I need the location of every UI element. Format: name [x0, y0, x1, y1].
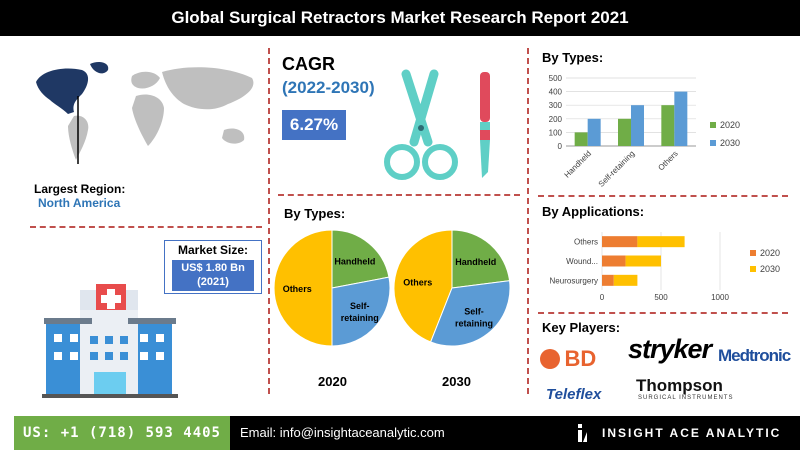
pie-label-2020-2: retaining	[341, 313, 379, 323]
legend-label-2020: 2020	[760, 248, 780, 258]
key-players-title: Key Players:	[542, 320, 621, 335]
pie-year-2020: 2020	[318, 374, 347, 389]
divider-left	[268, 48, 270, 394]
bar-2030-1	[625, 255, 661, 267]
hospital-icon	[42, 284, 178, 398]
footer-bar: Email: info@insightaceanalytic.com INSIG…	[230, 416, 800, 450]
legend-label-2030: 2030	[760, 264, 780, 274]
market-size-label: Market Size:	[178, 243, 249, 257]
x-tick-label: 0	[600, 293, 605, 302]
brand-logo-icon	[578, 424, 587, 442]
page-title: Global Surgical Retractors Market Resear…	[0, 0, 800, 36]
y-tick-label: Others	[574, 238, 598, 247]
divider-right-h1	[538, 195, 788, 197]
divider-mid-h	[278, 194, 520, 196]
bar-2030-2	[613, 274, 638, 286]
logo-teleflex: Teleflex	[546, 386, 602, 403]
pie-slice-2020-2	[331, 276, 391, 347]
bar-2020-1	[618, 118, 631, 146]
map-africa	[132, 94, 164, 146]
pie-label-2020-2: Self-	[350, 301, 370, 311]
bar-2030-0	[637, 236, 685, 248]
footer-brand: INSIGHT ACE ANALYTIC	[602, 426, 782, 440]
bar-2030-0	[587, 118, 601, 146]
footer-email[interactable]: Email: info@insightaceanalytic.com	[240, 425, 445, 440]
logo-stryker: stryker	[628, 334, 712, 364]
y-tick-label: 400	[549, 88, 563, 97]
y-tick-label: 500	[549, 74, 563, 83]
pie-label-2020-0: Others	[283, 284, 312, 294]
x-tick-label: Others	[656, 149, 679, 172]
cagr-value: 6.27%	[282, 110, 346, 140]
bd-icon	[540, 349, 560, 369]
logo-bd: BD	[540, 346, 596, 372]
world-map	[36, 62, 254, 164]
x-tick-label: 500	[654, 293, 668, 302]
pie-label-2020-1: Handheld	[334, 256, 375, 266]
y-tick-label: 300	[549, 101, 563, 110]
largest-region-label: Largest Region:	[34, 182, 126, 196]
legend-swatch-2020	[750, 250, 756, 256]
y-tick-label: 100	[549, 128, 563, 137]
map-europe	[131, 71, 160, 89]
map-australia	[222, 128, 245, 144]
y-tick-label: Neurosurgery	[550, 276, 598, 285]
pie-section-title: By Types:	[284, 206, 346, 221]
footer-phone: US: +1 (718) 593 4405	[14, 416, 230, 450]
map-greenland	[90, 62, 109, 74]
bar-2020-1	[602, 255, 626, 267]
divider-right	[527, 48, 529, 394]
pie-label-2030-2: Self-	[464, 306, 484, 316]
legend-swatch-2030	[750, 266, 756, 272]
bar-2020-0	[602, 236, 638, 248]
bar-2030-2	[674, 91, 688, 146]
legend-label-2020: 2020	[720, 120, 740, 130]
market-size-value-box: US$ 1.80 Bn (2021)	[172, 260, 254, 291]
pie-slice-2030-0	[393, 229, 453, 343]
bar-types-title: By Types:	[542, 50, 604, 65]
map-north-america	[36, 68, 89, 114]
pie-year-2030: 2030	[442, 374, 471, 389]
logo-thompson: Thompson	[636, 376, 723, 395]
largest-region-value: North America	[38, 196, 121, 210]
y-tick-label: Wound...	[566, 257, 598, 266]
pie-label-2030-2: retaining	[455, 318, 493, 328]
bar-apps-title: By Applications:	[542, 204, 645, 219]
bar-2020-2	[602, 274, 614, 286]
x-tick-label: Self-retaining	[597, 149, 637, 189]
cagr-period: (2022-2030)	[282, 78, 375, 97]
bar-chart-types: 0 100 200 300 400 500 Handheld Self-retaining Ot…	[549, 74, 740, 189]
bar-2030-1	[631, 105, 644, 146]
market-size-value: US$ 1.80 Bn	[181, 262, 245, 274]
surgical-instruments-icon	[384, 69, 490, 180]
bar-2020-2	[661, 105, 675, 146]
pie-label-2030-0: Others	[403, 277, 432, 287]
map-asia	[162, 67, 254, 110]
pie-slice-2030-1	[451, 229, 511, 289]
pie-slice-2020-1	[331, 229, 390, 289]
pie-slice-2020-0	[273, 229, 333, 347]
logo-thompson-tag: SURGICAL INSTRUMENTS	[638, 395, 734, 401]
x-tick-label: 1000	[711, 293, 729, 302]
logo-bd-text: BD	[564, 346, 597, 371]
pie-slice-2030-2	[429, 280, 511, 347]
legend-swatch-2020	[710, 122, 716, 128]
pie-label-2030-1: Handheld	[455, 257, 496, 267]
legend-swatch-2030	[710, 140, 716, 146]
logo-medtronic: Medtronic	[718, 346, 791, 365]
divider-right-h2	[538, 312, 788, 314]
cagr-label: CAGR	[282, 54, 335, 74]
pie-charts: Others Handheld Self-retaining Others Handhe…	[273, 229, 511, 347]
y-tick-label: 0	[558, 142, 563, 151]
bar-chart-applications: 0 500 1000 Others Wound... Neurosurgery 2020 20…	[550, 232, 780, 302]
market-size-year: (2021)	[197, 276, 229, 288]
bar-2020-0	[574, 132, 588, 146]
y-tick-label: 200	[549, 115, 563, 124]
legend-label-2030: 2030	[720, 138, 740, 148]
market-size-box	[164, 240, 262, 294]
x-tick-label: Handheld	[562, 149, 593, 180]
divider-left-h	[30, 226, 262, 228]
